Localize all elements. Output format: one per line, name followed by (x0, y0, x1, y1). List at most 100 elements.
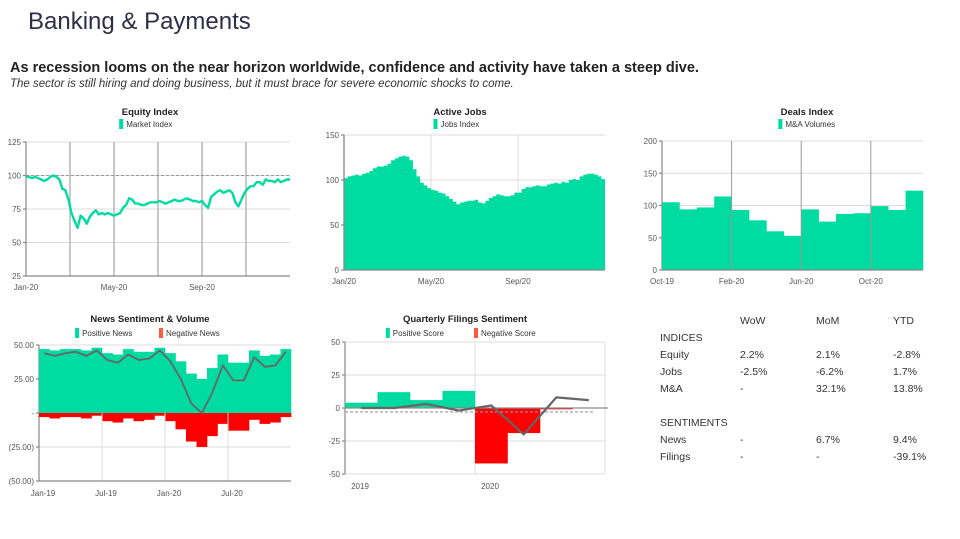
legend-label: M&A Volumes (785, 120, 835, 129)
stats-ytd (893, 397, 953, 414)
positive-news-bar (217, 354, 229, 413)
chart-title: Equity Index (122, 107, 179, 118)
y-tick-label: (25.00) (9, 443, 35, 452)
positive-news-bar (39, 349, 50, 413)
positive-news-bar (133, 351, 145, 413)
negative-news-bar (60, 413, 71, 418)
equity-index-chart: Equity Index Market Index 25 50 75 100 125 Jan-… (0, 100, 300, 295)
negative-news-bar (123, 413, 134, 419)
negative-news-bar (49, 413, 61, 419)
y-tick-label: 25 (331, 371, 340, 380)
x-tick-label: Jan-20 (14, 283, 39, 292)
net-score-line (361, 396, 589, 436)
positive-news-bar (259, 355, 271, 413)
x-tick-label: Jan-19 (31, 489, 56, 498)
stats-wow: -2.5% (740, 365, 768, 378)
deals-index-chart: Deals Index M&A Volumes 0 50 100 150 200 Oct-19… (620, 100, 940, 295)
positive-news-bar (81, 350, 92, 413)
stats-row: News - 6.7% 9.4% (660, 431, 953, 448)
stats-ytd: 13.8% (893, 382, 923, 395)
positive-news-bar (196, 379, 208, 413)
ma-volume-bar (870, 206, 889, 270)
y-tick-label: 0 (336, 404, 341, 413)
positive-news-bar (175, 361, 187, 413)
stats-wow: - (740, 382, 744, 395)
ma-volume-bar (783, 235, 802, 270)
stats-wow: - (740, 450, 744, 463)
negative-news-bar (280, 413, 292, 418)
ma-volume-bar (696, 207, 715, 270)
x-tick-label: Jul-20 (221, 489, 243, 498)
negative-news-bar (112, 413, 124, 423)
stats-mom: 32.1% (816, 382, 846, 395)
ma-volume-bar (888, 210, 906, 270)
positive-news-bar (60, 349, 71, 413)
ma-volume-bar (905, 190, 924, 270)
positive-news-bar (165, 353, 176, 413)
positive-news-bar (238, 362, 250, 413)
positive-news-bar (280, 349, 292, 413)
stats-wow: 2.2% (740, 348, 764, 361)
stats-table: WoW MoM YTD INDICES Equity 2.2% 2.1% -2.8% … (660, 312, 953, 465)
stats-header-wow: WoW (740, 314, 766, 327)
stats-label: SENTIMENTS (660, 416, 728, 429)
x-tick-label: Oct-20 (859, 277, 884, 286)
stats-ytd: -2.8% (893, 348, 921, 361)
y-tick-label: 200 (644, 137, 658, 146)
negative-news-bar (144, 413, 155, 420)
x-tick-label: May-20 (101, 283, 128, 292)
chart-title: Active Jobs (433, 107, 486, 118)
stats-label: Jobs (660, 365, 683, 378)
y-tick-label: 25.00 (14, 375, 35, 384)
ma-volume-bar (766, 231, 785, 270)
positive-news-bar (154, 347, 166, 413)
positive-news-bar (186, 373, 197, 413)
legend-swatch (474, 328, 478, 338)
positive-news-bar (70, 349, 82, 413)
positive-news-bar (91, 347, 103, 413)
x-tick-label: 2020 (481, 482, 499, 491)
stats-wow (740, 414, 816, 431)
legend-swatch (433, 119, 438, 129)
page-title: Banking & Payments (28, 8, 251, 35)
negative-news-bar (238, 413, 250, 431)
stats-header-ytd: YTD (893, 314, 914, 327)
negative-news-bar (70, 413, 82, 418)
y-tick-label: (50.00) (9, 477, 35, 486)
legend-swatch (159, 328, 163, 338)
stats-row: SENTIMENTS (660, 414, 953, 431)
stats-header-blank (660, 312, 740, 329)
stats-mom (816, 414, 893, 431)
negative-news-bar (186, 413, 197, 442)
negative-news-bar (249, 413, 260, 420)
ma-volume-bar (836, 213, 854, 270)
stats-label: Filings (660, 450, 691, 463)
negative-news-bar (102, 413, 113, 422)
stats-label: Equity (660, 348, 690, 361)
negative-news-bar (39, 413, 50, 418)
positive-news-bar (270, 354, 281, 413)
y-tick-label: 25 (12, 272, 21, 281)
y-tick-label: 125 (8, 138, 22, 147)
y-tick-label: 0 (653, 266, 658, 275)
y-tick-label: 100 (644, 202, 658, 211)
y-tick-label: 150 (644, 169, 658, 178)
y-tick-label: 0 (335, 266, 340, 275)
stats-label: INDICES (660, 331, 703, 344)
ma-volume-bar (853, 213, 872, 270)
stats-row: Filings - - -39.1% (660, 448, 953, 465)
stats-label: News (660, 433, 687, 446)
negative-news-bar (259, 413, 271, 424)
legend-label: Positive News (82, 329, 132, 338)
stats-wow: - (740, 433, 744, 446)
y-tick-label: 150 (326, 131, 340, 140)
ma-volume-bar (679, 209, 698, 270)
y-tick-label: -25 (328, 437, 340, 446)
negative-news-bar (270, 413, 281, 423)
negative-news-bar (81, 413, 92, 419)
chart-title: Quarterly Filings Sentiment (403, 314, 528, 325)
legend-label: Market Index (126, 120, 172, 129)
legend-swatch (385, 328, 390, 338)
net-sentiment-line (44, 349, 287, 414)
jobs-index-area (344, 155, 605, 270)
